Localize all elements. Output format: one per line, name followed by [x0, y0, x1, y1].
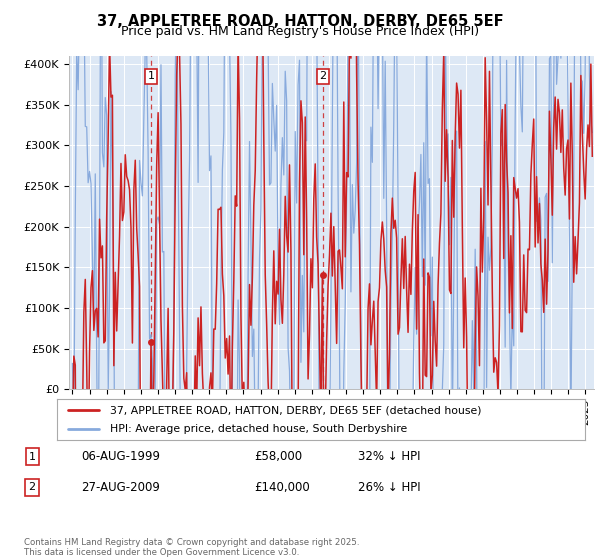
Text: 32% ↓ HPI: 32% ↓ HPI [358, 450, 420, 463]
Text: HPI: Average price, detached house, South Derbyshire: HPI: Average price, detached house, Sout… [110, 424, 407, 433]
Text: Contains HM Land Registry data © Crown copyright and database right 2025.
This d: Contains HM Land Registry data © Crown c… [24, 538, 359, 557]
Text: 1: 1 [29, 451, 35, 461]
Text: Price paid vs. HM Land Registry's House Price Index (HPI): Price paid vs. HM Land Registry's House … [121, 25, 479, 38]
Text: 37, APPLETREE ROAD, HATTON, DERBY, DE65 5EF (detached house): 37, APPLETREE ROAD, HATTON, DERBY, DE65 … [110, 405, 481, 415]
Text: 26% ↓ HPI: 26% ↓ HPI [358, 481, 420, 494]
Text: 06-AUG-1999: 06-AUG-1999 [81, 450, 160, 463]
Text: £58,000: £58,000 [254, 450, 302, 463]
Text: 1: 1 [148, 71, 155, 81]
Text: 2: 2 [319, 71, 326, 81]
Text: 37, APPLETREE ROAD, HATTON, DERBY, DE65 5EF: 37, APPLETREE ROAD, HATTON, DERBY, DE65 … [97, 14, 503, 29]
Text: £140,000: £140,000 [254, 481, 310, 494]
Text: 2: 2 [29, 483, 36, 492]
Text: 27-AUG-2009: 27-AUG-2009 [81, 481, 160, 494]
